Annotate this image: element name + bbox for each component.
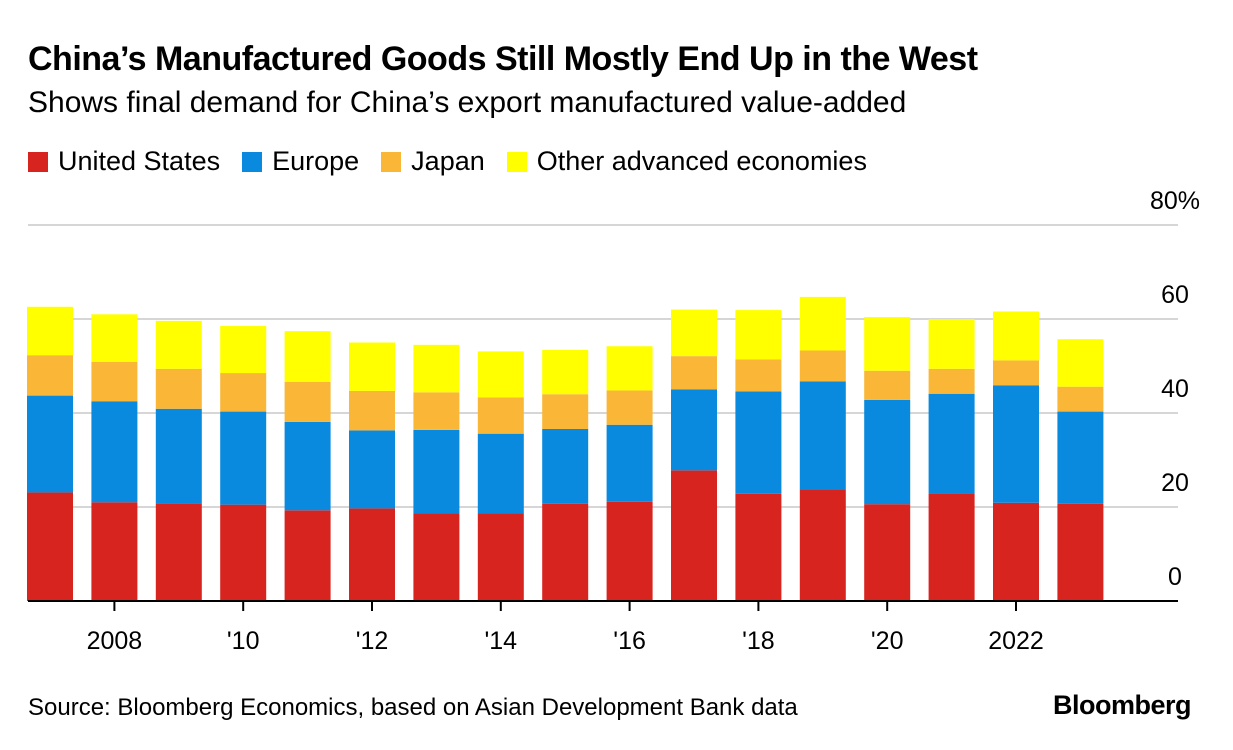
bar-japan-2010 [220,373,267,412]
bar-japan-2014 [477,397,524,434]
legend: United States Europe Japan Other advance… [28,146,889,177]
bar-other-advanced-economies-2014 [477,351,524,398]
legend-item-europe: Europe [242,146,359,177]
y-tick-label-40: 40 [1161,375,1189,403]
bar-united-states-2009 [155,503,202,601]
bar-other-advanced-economies-2011 [284,331,331,382]
bar-europe-2018 [735,391,782,494]
bar-other-advanced-economies-2018 [735,310,782,360]
bar-other-advanced-economies-2013 [413,344,460,393]
bar-japan-2020 [864,370,911,400]
bar-japan-2021 [928,368,975,394]
x-tick-label-2008: 2008 [87,627,143,655]
bar-europe-2017 [671,389,717,471]
bar-europe-2007 [27,395,73,493]
bar-japan-2022 [993,360,1039,386]
legend-label-europe: Europe [272,146,360,176]
bar-japan-2008 [91,361,138,402]
bar-europe-2015 [542,428,589,504]
bar-united-states-2012 [349,508,395,601]
bar-other-advanced-economies-2017 [671,309,717,357]
bar-united-states-2010 [220,504,267,601]
bar-japan-2013 [413,392,460,430]
legend-swatch-united-states [28,151,48,172]
y-tick-label-80: 80% [1150,187,1200,215]
bar-united-states-2020 [864,504,911,601]
legend-swatch-other-advanced [506,151,527,172]
bar-europe-2014 [477,433,524,514]
bar-united-states-2017 [671,470,717,601]
bar-other-advanced-economies-2007 [27,306,73,356]
legend-swatch-europe [242,151,263,172]
x-tick-label-2020: '20 [871,627,904,655]
legend-item-japan: Japan [381,146,485,177]
bar-europe-2021 [928,393,975,494]
bar-japan-2017 [671,356,717,390]
bar-japan-2009 [155,368,202,409]
legend-swatch-japan [381,151,402,172]
chart-subtitle: Shows final demand for China’s export ma… [28,86,907,119]
bar-japan-2007 [27,355,73,396]
bar-other-advanced-economies-2023 [1057,339,1104,387]
y-tick-label-60: 60 [1161,281,1189,309]
bar-united-states-2013 [413,513,460,601]
legend-label-united-states: United States [58,146,221,176]
bar-united-states-2023 [1057,503,1104,601]
bar-japan-2018 [735,359,782,392]
bar-japan-2011 [284,381,331,422]
bar-united-states-2021 [928,493,975,601]
bar-europe-2013 [413,429,460,514]
source-note: Source: Bloomberg Economics, based on As… [28,694,798,721]
bar-europe-2012 [349,430,395,509]
bar-united-states-2018 [735,493,782,601]
bar-europe-2010 [220,411,267,505]
bar-united-states-2019 [799,489,846,601]
y-tick-label-0: 0 [1168,563,1182,591]
bar-united-states-2015 [542,503,589,601]
chart-title: China’s Manufactured Goods Still Mostly … [28,40,978,78]
x-tick-label-2014: '14 [485,627,518,655]
bar-europe-2008 [91,401,138,503]
bar-europe-2011 [284,421,331,511]
bar-europe-2016 [606,424,653,502]
bar-other-advanced-economies-2016 [606,346,653,391]
y-tick-label-20: 20 [1161,469,1189,497]
bar-other-advanced-economies-2021 [928,319,975,369]
bar-europe-2019 [799,381,846,490]
bar-europe-2020 [864,399,911,505]
bar-united-states-2007 [27,492,73,601]
x-tick-label-2010: '10 [227,627,260,655]
bar-europe-2009 [155,408,202,504]
bar-other-advanced-economies-2010 [220,326,267,374]
bar-other-advanced-economies-2009 [155,320,202,369]
bar-united-states-2014 [477,513,524,601]
legend-label-other-advanced: Other advanced economies [536,146,867,176]
bar-other-advanced-economies-2012 [349,342,395,391]
bar-united-states-2011 [284,510,331,601]
bar-japan-2016 [606,390,653,425]
legend-item-united-states: United States [28,146,220,177]
bar-united-states-2008 [91,502,138,601]
bar-japan-2015 [542,394,589,429]
legend-label-japan: Japan [411,146,485,176]
legend-item-other-advanced: Other advanced economies [506,146,867,177]
bar-other-advanced-economies-2019 [799,296,846,351]
x-tick-label-2016: '16 [613,627,646,655]
bar-europe-2022 [993,385,1039,503]
bar-other-advanced-economies-2022 [993,311,1039,361]
bar-europe-2023 [1057,411,1104,504]
bar-united-states-2016 [606,501,653,601]
bar-united-states-2022 [993,502,1039,601]
bar-other-advanced-economies-2020 [864,317,911,371]
x-tick-label-2018: '18 [742,627,775,655]
bar-other-advanced-economies-2008 [91,314,138,362]
x-tick-label-2022: 2022 [988,627,1044,655]
bar-japan-2019 [799,350,846,382]
bar-japan-2012 [349,390,395,431]
x-tick-label-2012: '12 [356,627,389,655]
bar-japan-2023 [1057,386,1104,412]
bloomberg-logo: Bloomberg [1053,690,1192,720]
bar-other-advanced-economies-2015 [542,350,589,395]
